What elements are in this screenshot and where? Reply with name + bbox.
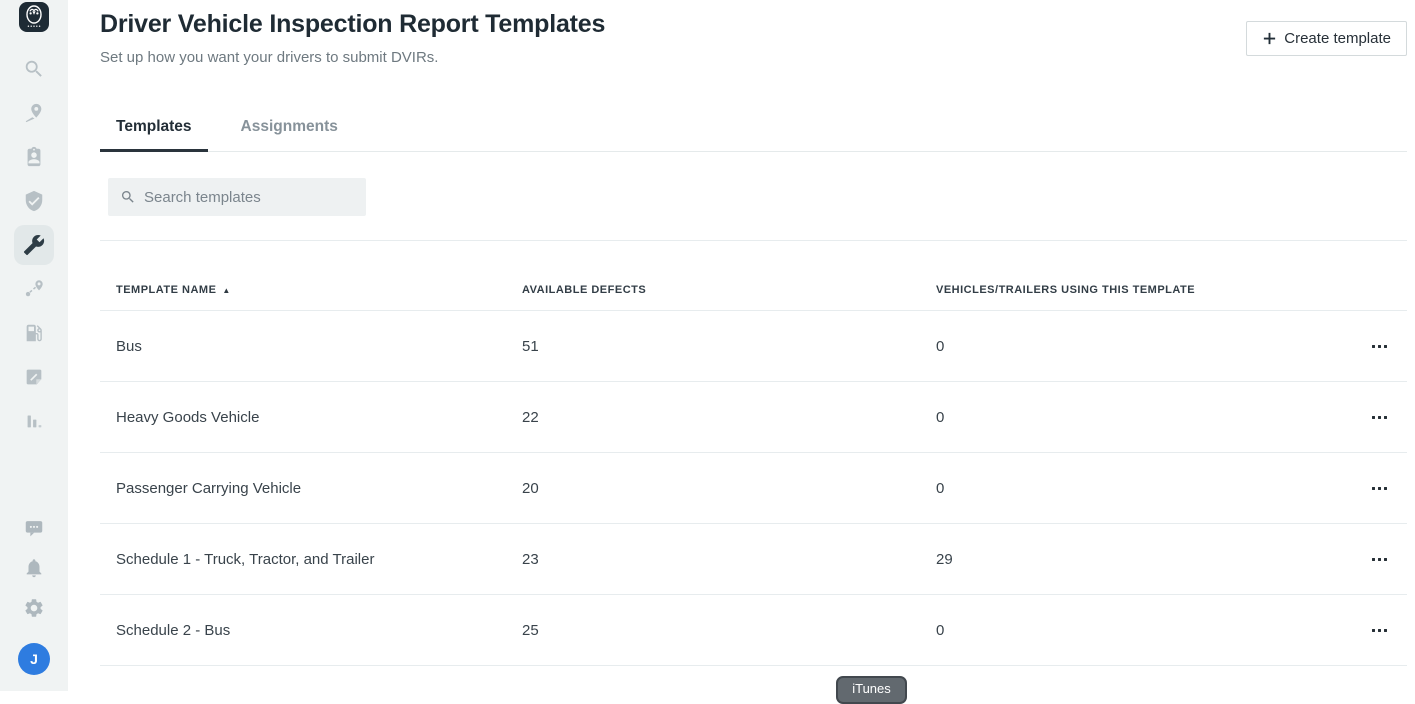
vehicles-using-cell: 0: [936, 337, 945, 355]
ellipsis-icon: [1383, 415, 1387, 419]
row-actions-button[interactable]: [1367, 618, 1391, 642]
sidebar-item-support-chat[interactable]: [14, 508, 54, 548]
available-defects-cell: 20: [522, 479, 539, 497]
sidebar-nav: [14, 47, 54, 443]
column-header-vehicles-using[interactable]: VEHICLES/TRAILERS USING THIS TEMPLATE: [936, 284, 1196, 296]
table-header: TEMPLATE NAME ▲ AVAILABLE DEFECTS VEHICLE…: [100, 241, 1407, 311]
chat-bubble-icon: [25, 521, 43, 537]
sidebar-item-alerts[interactable]: [14, 548, 54, 588]
document-edit-icon: [26, 369, 42, 385]
table-row[interactable]: Bus 51 0: [100, 311, 1407, 382]
search-input[interactable]: [144, 178, 366, 216]
ellipsis-icon: [1383, 557, 1387, 561]
ellipsis-icon: [1371, 486, 1375, 490]
available-defects-cell: 22: [522, 408, 539, 426]
template-name-cell: Bus: [116, 337, 142, 355]
page-title: Driver Vehicle Inspection Report Templat…: [100, 10, 606, 38]
page-subtitle: Set up how you want your drivers to subm…: [100, 49, 439, 66]
bar-chart-icon: [27, 415, 42, 428]
ellipsis-icon: [1371, 344, 1375, 348]
samsara-logo[interactable]: [19, 2, 49, 32]
vehicles-using-cell: 29: [936, 550, 953, 568]
available-defects-cell: 51: [522, 337, 539, 355]
ellipsis-icon: [1377, 344, 1381, 348]
create-template-button[interactable]: Create template: [1246, 21, 1407, 56]
ellipsis-icon: [1383, 344, 1387, 348]
ellipsis-icon: [1377, 415, 1381, 419]
table-row[interactable]: Schedule 1 - Truck, Tractor, and Trailer…: [100, 524, 1407, 595]
template-name-cell: Schedule 1 - Truck, Tractor, and Trailer: [116, 550, 375, 568]
available-defects-cell: 23: [522, 550, 539, 568]
table-row[interactable]: Passenger Carrying Vehicle 20 0: [100, 453, 1407, 524]
row-actions-button[interactable]: [1367, 334, 1391, 358]
templates-table: TEMPLATE NAME ▲ AVAILABLE DEFECTS VEHICLE…: [100, 240, 1407, 666]
ellipsis-icon: [1383, 628, 1387, 632]
create-template-label: Create template: [1284, 30, 1391, 47]
bell-icon: [26, 559, 42, 578]
sidebar: J: [0, 0, 68, 691]
row-actions-button[interactable]: [1367, 547, 1391, 571]
tab-assignments[interactable]: Assignments: [240, 118, 338, 135]
wrench-icon: [23, 235, 45, 256]
sidebar-item-fuel[interactable]: [14, 311, 54, 355]
table-row[interactable]: Schedule 2 - Bus 25 0: [100, 595, 1407, 666]
ellipsis-icon: [1383, 486, 1387, 490]
sidebar-item-drivers[interactable]: [14, 135, 54, 179]
user-avatar[interactable]: J: [18, 643, 50, 675]
tab-bar: Templates Assignments: [100, 104, 1407, 152]
vehicles-using-cell: 0: [936, 408, 945, 426]
sidebar-item-search[interactable]: [14, 47, 54, 91]
route-pins-icon: [25, 280, 43, 297]
ellipsis-icon: [1377, 557, 1381, 561]
row-actions-button[interactable]: [1367, 405, 1391, 429]
map-pin-icon: [25, 103, 42, 123]
ellipsis-icon: [1371, 628, 1375, 632]
search-icon: [122, 191, 134, 203]
table-body: Bus 51 0 Heavy Goods Vehicle 22 0 Passen…: [100, 311, 1407, 666]
column-label: TEMPLATE NAME: [116, 284, 217, 296]
table-row[interactable]: Heavy Goods Vehicle 22 0: [100, 382, 1407, 453]
template-name-cell: Passenger Carrying Vehicle: [116, 479, 302, 497]
sidebar-item-settings[interactable]: [14, 588, 54, 628]
ellipsis-icon: [1371, 415, 1375, 419]
search-box: [108, 178, 366, 216]
template-name-cell: Heavy Goods Vehicle: [116, 408, 260, 426]
available-defects-cell: 25: [522, 621, 539, 639]
ellipsis-icon: [1377, 628, 1381, 632]
shield-check-icon: [25, 190, 43, 212]
column-header-template-name[interactable]: TEMPLATE NAME ▲: [116, 284, 522, 296]
driver-badge-icon: [27, 146, 41, 167]
itunes-media-overlay: iTunes: [836, 676, 907, 704]
column-header-available-defects[interactable]: AVAILABLE DEFECTS: [522, 284, 647, 296]
row-actions-button[interactable]: [1367, 476, 1391, 500]
template-name-cell: Schedule 2 - Bus: [116, 621, 231, 639]
tab-templates[interactable]: Templates: [100, 104, 208, 152]
gear-icon: [25, 599, 43, 617]
search-icon: [25, 60, 42, 77]
vehicles-using-cell: 0: [936, 621, 945, 639]
sidebar-item-documents[interactable]: [14, 355, 54, 399]
sidebar-item-maintenance[interactable]: [14, 225, 54, 265]
owl-logo-icon: [19, 2, 49, 32]
sidebar-item-routing[interactable]: [14, 267, 54, 311]
sort-asc-icon: ▲: [222, 286, 231, 295]
plus-icon: [1264, 32, 1276, 45]
sidebar-item-reports[interactable]: [14, 399, 54, 443]
sidebar-item-fleet-map[interactable]: [14, 91, 54, 135]
ellipsis-icon: [1371, 557, 1375, 561]
fuel-pump-icon: [26, 324, 42, 342]
sidebar-item-safety[interactable]: [14, 179, 54, 223]
vehicles-using-cell: 0: [936, 479, 945, 497]
sidebar-bottom: J: [14, 508, 54, 675]
ellipsis-icon: [1377, 486, 1381, 490]
